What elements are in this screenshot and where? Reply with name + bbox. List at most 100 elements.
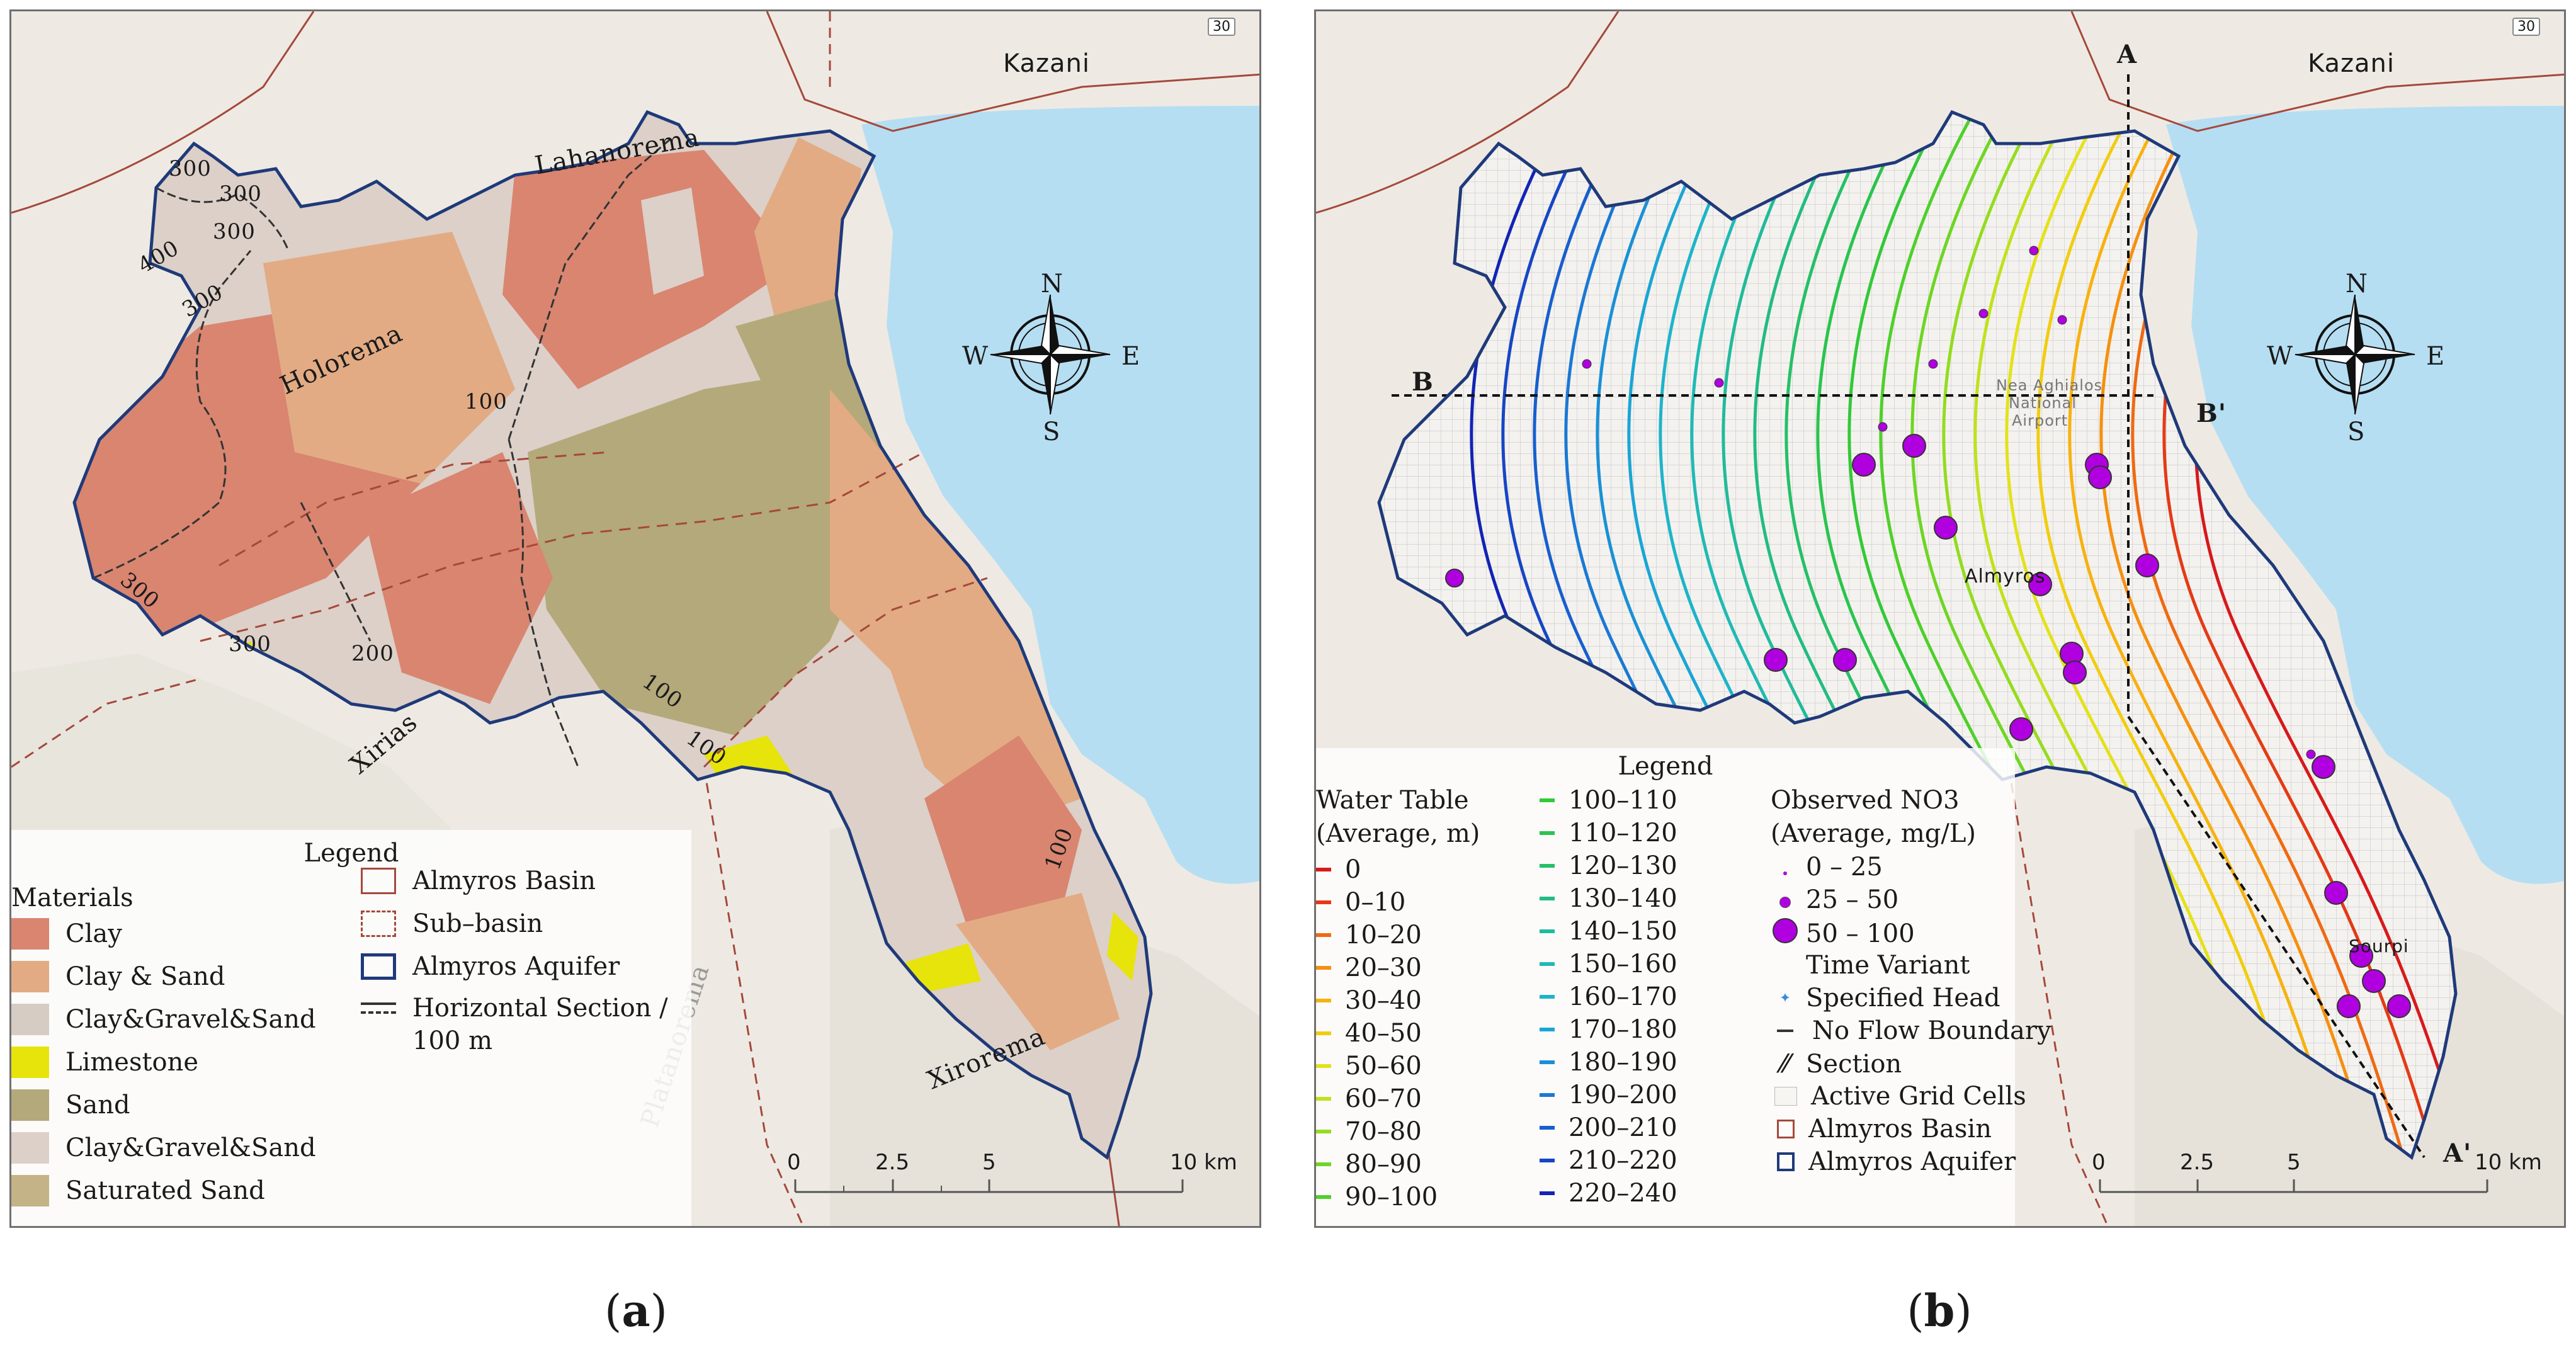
compass-east: E <box>1121 342 1141 371</box>
place-label-almyros: Almyros <box>1965 565 2046 587</box>
scale-bar <box>2099 1179 2488 1193</box>
contour-swatch <box>1316 868 1331 871</box>
contour-swatch <box>1540 1191 1555 1195</box>
legend-label: Section <box>1806 1049 1902 1079</box>
legend-b: Legend Water Table (Average, m) 0 0–10 10–… <box>1316 748 2051 1226</box>
legend-item-material: Limestone <box>11 1047 198 1078</box>
no3-observation-point <box>1934 516 1958 540</box>
compass-east: E <box>2426 342 2446 371</box>
place-label-airport: Airport <box>2012 412 2068 429</box>
no3-observation-point <box>2009 717 2033 741</box>
caption-letter: b <box>1924 1285 1955 1337</box>
scale-label: 2.5 <box>2180 1150 2215 1175</box>
legend-item-water-table: 60–70 <box>1316 1084 1422 1113</box>
water-table-contour <box>2099 112 2388 1157</box>
no3-observation-point <box>1714 378 1724 388</box>
legend-item-basin: Almyros Basin <box>1771 1115 1992 1144</box>
legend-label: Almyros Aquifer <box>1808 1147 2016 1176</box>
legend-item-grid: Active Grid Cells <box>1771 1082 2026 1111</box>
section-swatch-icon: ⁄⁄ <box>1781 1049 1790 1079</box>
scale-label: 0 <box>787 1150 801 1175</box>
legend-item-no-flow: No Flow Boundary <box>1771 1016 2051 1045</box>
legend-label: Clay & Sand <box>65 962 225 991</box>
legend-item-material: Clay & Sand <box>11 961 225 992</box>
contour-swatch <box>1540 1159 1555 1162</box>
legend-title: Legend <box>1618 752 1713 781</box>
material-polygons <box>74 112 1151 1157</box>
scale-label: 10 km <box>1170 1150 1237 1175</box>
section-label-a-prime: A' <box>2443 1138 2472 1168</box>
material-swatch <box>11 1004 49 1035</box>
legend-item-water-table: 130–140 <box>1540 884 1677 913</box>
legend-label: 130–140 <box>1569 884 1677 913</box>
no3-observation-point <box>1764 648 1788 672</box>
tvsh-marker-icon: ✦ <box>1779 990 1791 1006</box>
no3-observation-point <box>1582 359 1592 369</box>
caption-b: (b) <box>1907 1285 1972 1337</box>
water-table-title-1: Water Table <box>1316 786 1469 815</box>
no3-observation-point <box>1978 309 1989 319</box>
legend-item-no3-low: 0 – 25 <box>1771 853 1883 882</box>
compass-rose-icon <box>990 294 1111 415</box>
scale-label: 5 <box>2287 1150 2301 1175</box>
legend-label: Sand <box>65 1091 130 1120</box>
contour-swatch <box>1540 831 1555 835</box>
legend-item-water-table: 220–240 <box>1540 1179 1677 1208</box>
compass-rose-icon <box>2295 294 2415 415</box>
legend-label: 100–110 <box>1569 786 1677 815</box>
road-shield: 30 <box>1208 18 1235 36</box>
contour-swatch <box>1540 995 1555 999</box>
compass-north: N <box>2346 270 2368 298</box>
place-label-sourpi: Sourpi <box>2349 936 2409 956</box>
contour-label: 300 <box>229 632 271 657</box>
no3-observation-point <box>2088 465 2112 489</box>
no3-observation-point <box>1852 453 1876 477</box>
legend-label: Clay&Gravel&Sand <box>65 1133 316 1162</box>
contour-swatch <box>1540 929 1555 933</box>
caption-letter: a <box>621 1285 650 1337</box>
no3-observation-point <box>1445 569 1464 587</box>
legend-item-almyros-aquifer: Almyros Aquifer <box>361 952 620 981</box>
place-label-national: National <box>2009 394 2077 412</box>
legend-item-water-table: 180–190 <box>1540 1048 1677 1077</box>
no3-observation-point <box>2312 755 2335 779</box>
legend-item-almyros-basin: Almyros Basin <box>361 866 596 895</box>
scale-label: 10 km <box>2475 1150 2542 1175</box>
legend-item-material: Clay&Gravel&Sand <box>11 1132 316 1164</box>
legend-label: 0–10 <box>1345 888 1406 917</box>
contour-swatch <box>1540 1126 1555 1130</box>
legend-item-tvsh-1: Time Variant <box>1806 951 1970 980</box>
legend-label: 25 – 50 <box>1806 885 1899 914</box>
contour-swatch <box>1316 1064 1331 1068</box>
legend-item-section: ⁄⁄ Section <box>1771 1049 1902 1079</box>
legend-label: 190–200 <box>1569 1081 1677 1109</box>
legend-item-water-table: 160–170 <box>1540 982 1677 1011</box>
water-table-contour <box>2036 112 2325 1157</box>
legend-label: 120–130 <box>1569 851 1677 880</box>
contour-swatch <box>1540 897 1555 900</box>
no3-observations <box>1445 246 2411 1018</box>
legend-label: 60–70 <box>1345 1084 1422 1113</box>
scale-label: 0 <box>2092 1150 2106 1175</box>
legend-label: 20–30 <box>1345 953 1422 982</box>
legend-label: 50–60 <box>1345 1052 1422 1081</box>
legend-item-water-table: 0 <box>1316 855 1361 884</box>
legend-item-section-line2: 100 m <box>412 1026 492 1055</box>
sea <box>861 106 1259 884</box>
legend-item-material: Saturated Sand <box>11 1175 265 1206</box>
no3-small-marker <box>1783 871 1787 875</box>
section-label-b: B <box>1412 367 1434 397</box>
material-swatch <box>11 1047 49 1078</box>
legend-item-water-table: 70–80 <box>1316 1117 1422 1146</box>
aquifer-outline <box>72 110 1153 1161</box>
contour-swatch <box>1316 900 1331 904</box>
legend-item-water-table: 190–200 <box>1540 1081 1677 1109</box>
legend-item-water-table: 80–90 <box>1316 1150 1422 1179</box>
legend-label: Sub–basin <box>412 909 543 938</box>
contour-swatch <box>1540 1028 1555 1031</box>
no3-observation-point <box>2349 944 2373 968</box>
legend-label: 80–90 <box>1345 1150 1422 1179</box>
legend-item-water-table: 90–100 <box>1316 1183 1438 1212</box>
contour-label: 300 <box>213 219 256 244</box>
legend-label: 40–50 <box>1345 1019 1422 1048</box>
